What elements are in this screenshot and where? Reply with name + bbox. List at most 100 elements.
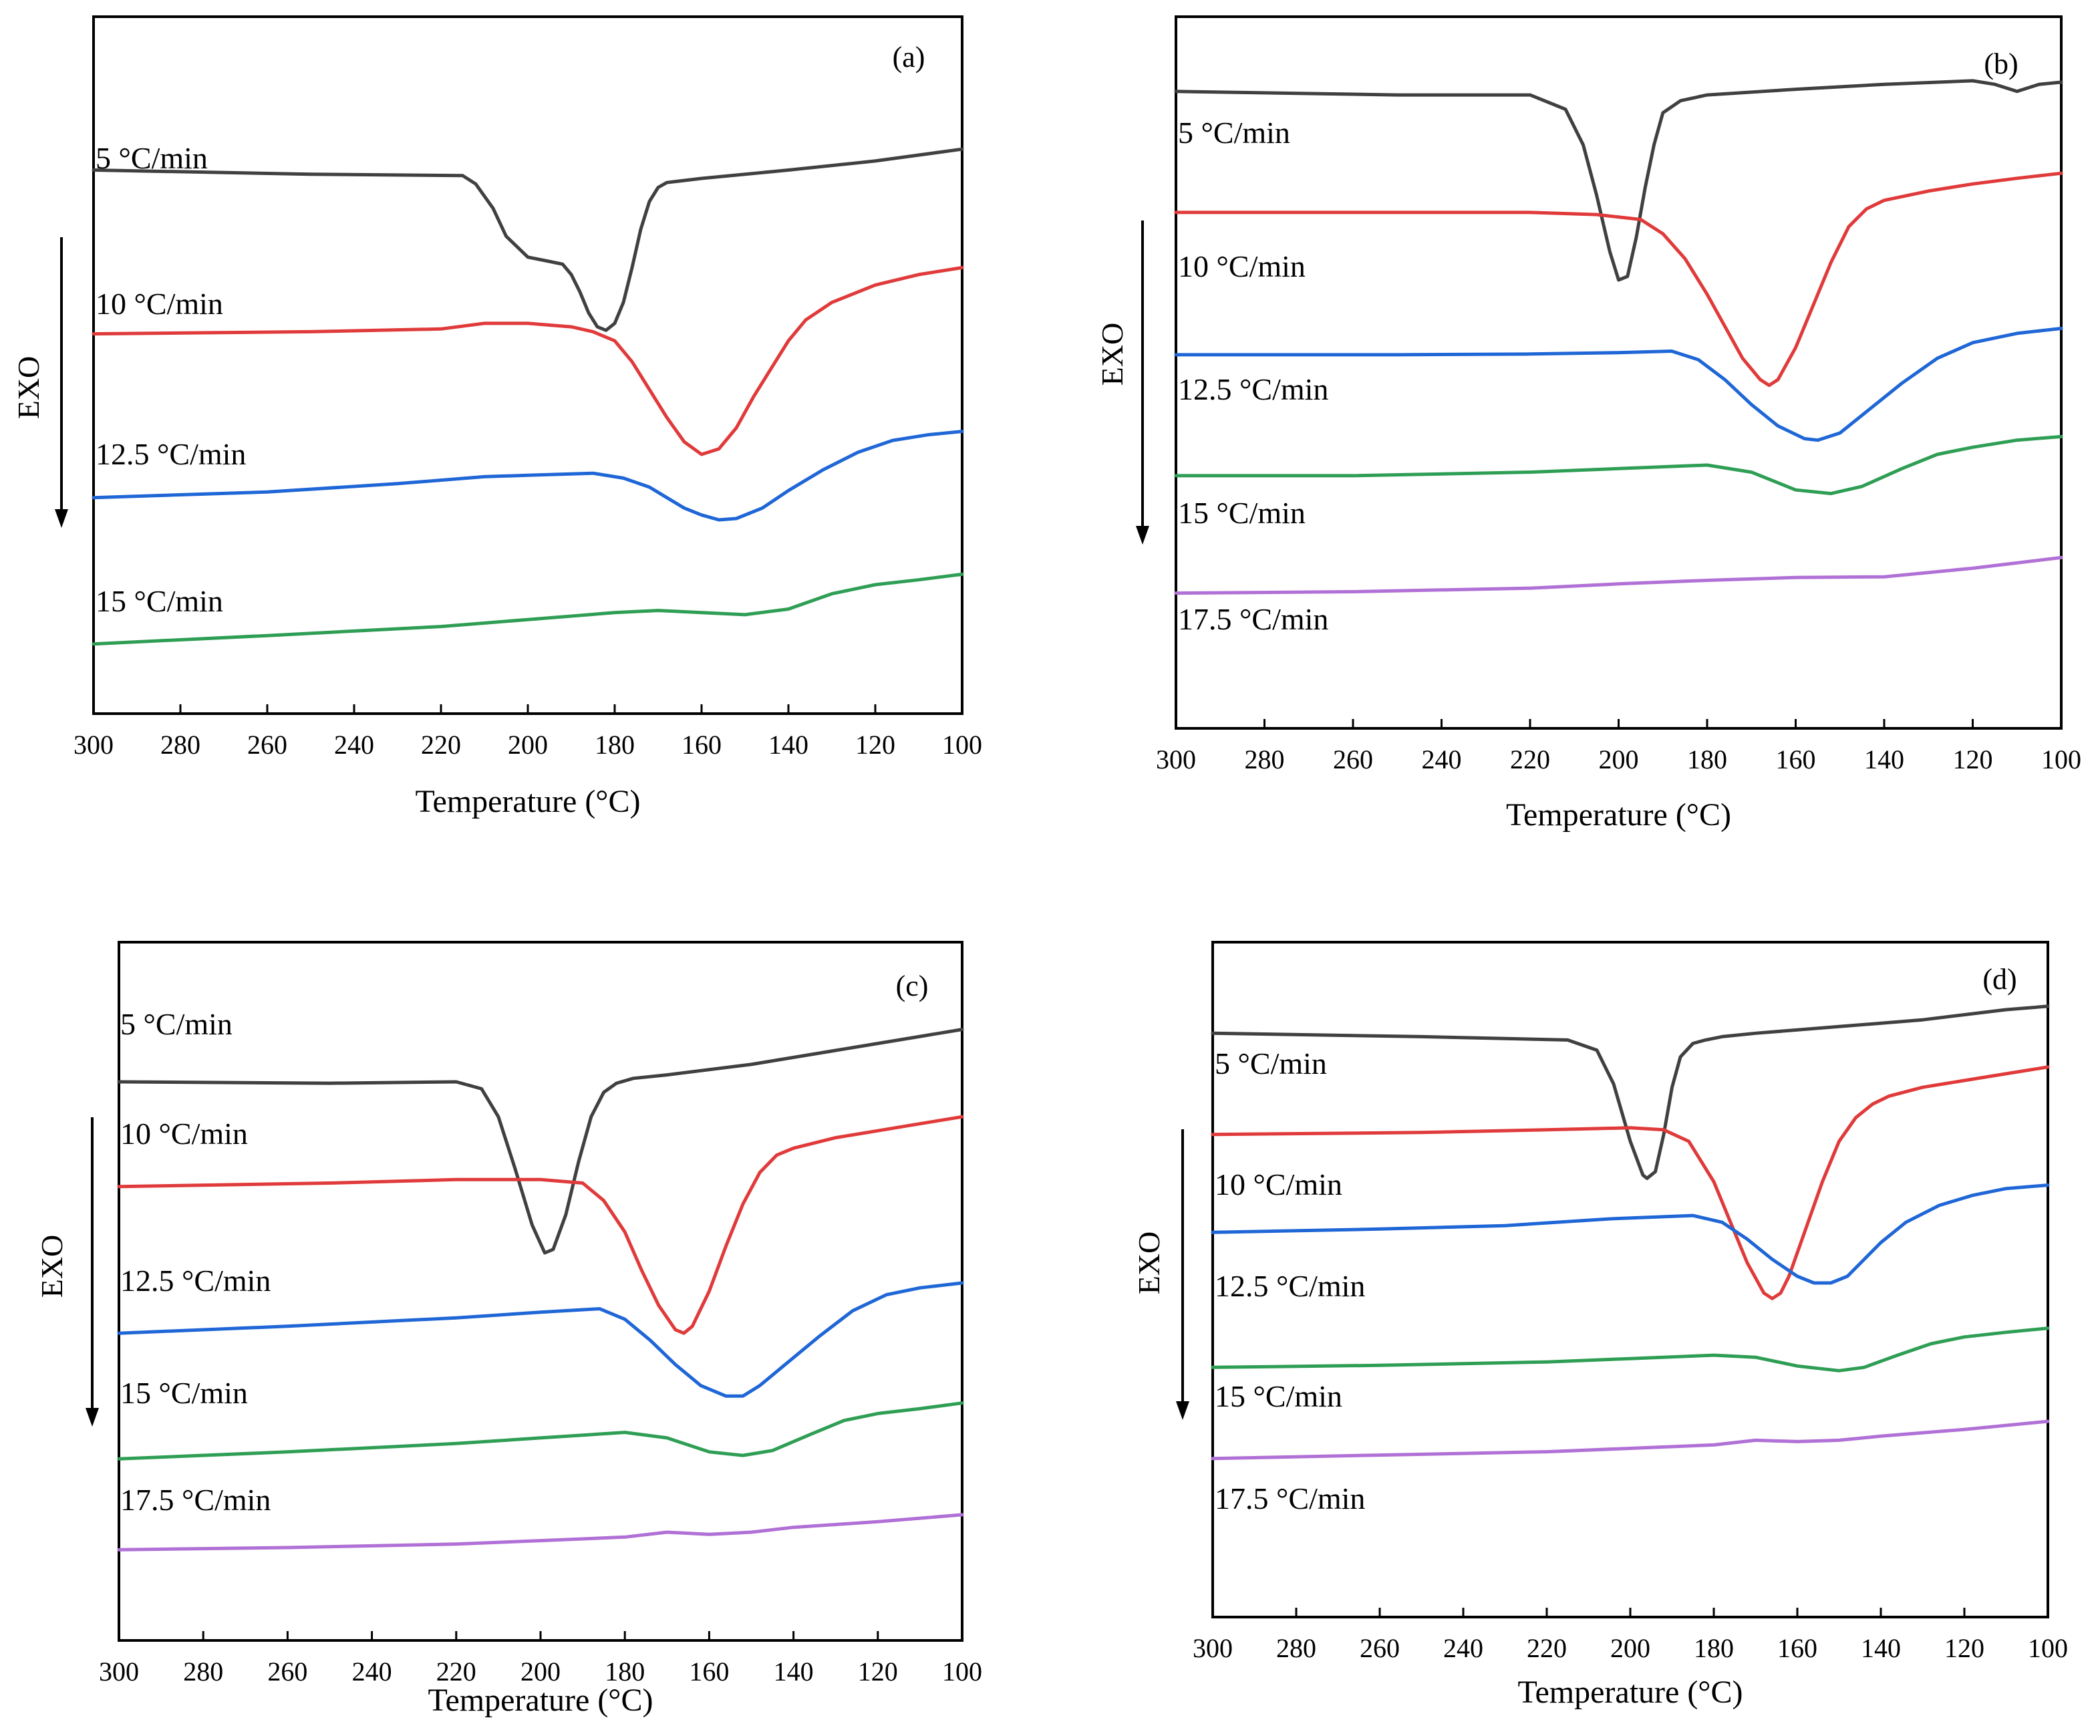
x-tick-label: 200 xyxy=(508,730,548,760)
x-tick-label: 100 xyxy=(2028,1633,2068,1663)
x-axis-label: Temperature (°C) xyxy=(1517,1675,1743,1710)
series-label: 10 °C/min xyxy=(96,287,223,321)
series-label: 10 °C/min xyxy=(1215,1167,1342,1201)
series-line xyxy=(1211,1004,2050,1180)
x-tick-label: 200 xyxy=(1610,1633,1650,1663)
x-tick-label: 280 xyxy=(183,1656,223,1687)
series-label: 10 °C/min xyxy=(120,1117,248,1151)
exo-arrow-head xyxy=(55,509,68,528)
x-tick-label: 180 xyxy=(595,730,635,760)
series-line xyxy=(1174,79,2063,282)
x-tick-label: 260 xyxy=(267,1656,307,1687)
series-line xyxy=(117,1028,964,1255)
x-tick-label: 180 xyxy=(605,1656,645,1687)
exo-arrow-head xyxy=(86,1408,99,1427)
series-line xyxy=(92,147,964,332)
series-line xyxy=(1211,1183,2050,1285)
chart-panel-c: 300 280 260 240 220 200 180 160 140 120 100 Tempera… xyxy=(35,941,982,1718)
x-tick-label: 100 xyxy=(942,1656,982,1687)
x-tick-label: 160 xyxy=(689,1656,729,1687)
x-tick-label: 240 xyxy=(334,730,374,760)
x-tick-label: 260 xyxy=(247,730,287,760)
series-line xyxy=(117,1401,964,1461)
chart-panel-a: 300 280 260 240 220 200 180 160 140 120 100 Tempera… xyxy=(11,15,982,819)
x-axis-label: Temperature (°C) xyxy=(415,784,640,819)
series-label: 10 °C/min xyxy=(1178,249,1306,283)
panel-label: (c) xyxy=(896,970,929,1002)
series-label: 12.5 °C/min xyxy=(96,437,246,471)
series-label: 15 °C/min xyxy=(1215,1379,1342,1413)
series-line xyxy=(92,572,964,646)
series-line xyxy=(1211,1065,2050,1300)
series-label: 15 °C/min xyxy=(96,584,223,618)
x-tick-label: 120 xyxy=(858,1656,898,1687)
series-label: 12.5 °C/min xyxy=(120,1264,271,1298)
y-axis-label: EXO xyxy=(35,1235,69,1298)
series-line xyxy=(117,1281,964,1398)
x-tick-label: 160 xyxy=(682,730,722,760)
series-line xyxy=(1174,434,2063,496)
series-label: 5 °C/min xyxy=(120,1007,233,1041)
x-axis-label: Temperature (°C) xyxy=(428,1683,653,1718)
series-label: 5 °C/min xyxy=(1215,1046,1327,1080)
series-label: 15 °C/min xyxy=(1178,496,1306,530)
x-tick-label: 140 xyxy=(768,730,808,760)
x-tick-label: 100 xyxy=(2041,744,2081,774)
y-axis-label: EXO xyxy=(11,356,45,420)
series-line xyxy=(1174,327,2063,442)
exo-arrow-head xyxy=(1136,526,1149,545)
series-line xyxy=(1174,171,2063,388)
x-tick-label: 280 xyxy=(1276,1633,1316,1663)
x-tick-label: 280 xyxy=(1245,744,1285,774)
x-tick-label: 240 xyxy=(1443,1633,1483,1663)
x-tick-label: 240 xyxy=(352,1656,392,1687)
panel-label: (d) xyxy=(1982,963,2016,996)
x-tick-label: 180 xyxy=(1687,744,1727,774)
x-tick-label: 300 xyxy=(99,1656,139,1687)
x-tick-label: 120 xyxy=(1953,744,1993,774)
x-tick-label: 200 xyxy=(1599,744,1639,774)
x-tick-label: 220 xyxy=(1527,1633,1567,1663)
x-tick-label: 240 xyxy=(1422,744,1462,774)
x-tick-label: 220 xyxy=(421,730,461,760)
x-tick-label: 180 xyxy=(1694,1633,1734,1663)
series-label: 15 °C/min xyxy=(120,1376,248,1410)
chart-panel-d: 300 280 260 240 220 200 180 160 140 120 100 Tempera… xyxy=(1132,941,2068,1710)
y-axis-label: EXO xyxy=(1095,323,1129,386)
series-label: 17.5 °C/min xyxy=(1215,1481,1365,1515)
x-tick-label: 260 xyxy=(1360,1633,1400,1663)
series-label: 5 °C/min xyxy=(1178,116,1290,150)
x-tick-label: 280 xyxy=(160,730,200,760)
series-label: 17.5 °C/min xyxy=(120,1483,271,1517)
series-label: 5 °C/min xyxy=(96,141,208,175)
x-tick-label: 100 xyxy=(942,730,982,760)
panel-label: (a) xyxy=(893,41,925,74)
series-line xyxy=(1211,1326,2050,1372)
x-tick-label: 300 xyxy=(1193,1633,1233,1663)
x-tick-label: 260 xyxy=(1333,744,1373,774)
x-tick-label: 120 xyxy=(1944,1633,1984,1663)
series-label: 12.5 °C/min xyxy=(1178,372,1328,406)
series-line xyxy=(1174,555,2063,595)
chart-panel-b: 300 280 260 240 220 200 180 160 140 120 100 Tempera… xyxy=(1095,15,2081,833)
plot-frame xyxy=(92,15,963,715)
x-tick-label: 140 xyxy=(774,1656,814,1687)
series-label: 17.5 °C/min xyxy=(1178,602,1328,636)
x-tick-label: 160 xyxy=(1777,1633,1817,1663)
y-axis-label: EXO xyxy=(1132,1232,1166,1295)
series-line xyxy=(117,1513,964,1552)
x-tick-label: 140 xyxy=(1861,1633,1901,1663)
series-line xyxy=(1211,1419,2050,1461)
series-label: 12.5 °C/min xyxy=(1215,1269,1365,1303)
series-line xyxy=(92,430,964,522)
x-tick-label: 200 xyxy=(520,1656,561,1687)
x-tick-label: 300 xyxy=(1156,744,1196,774)
x-axis-label: Temperature (°C) xyxy=(1506,797,1731,833)
series-line xyxy=(92,266,964,456)
x-tick-label: 160 xyxy=(1776,744,1816,774)
exo-arrow-head xyxy=(1176,1401,1189,1420)
panel-label: (b) xyxy=(1984,47,2018,80)
x-tick-label: 140 xyxy=(1864,744,1904,774)
series-line xyxy=(117,1115,964,1335)
